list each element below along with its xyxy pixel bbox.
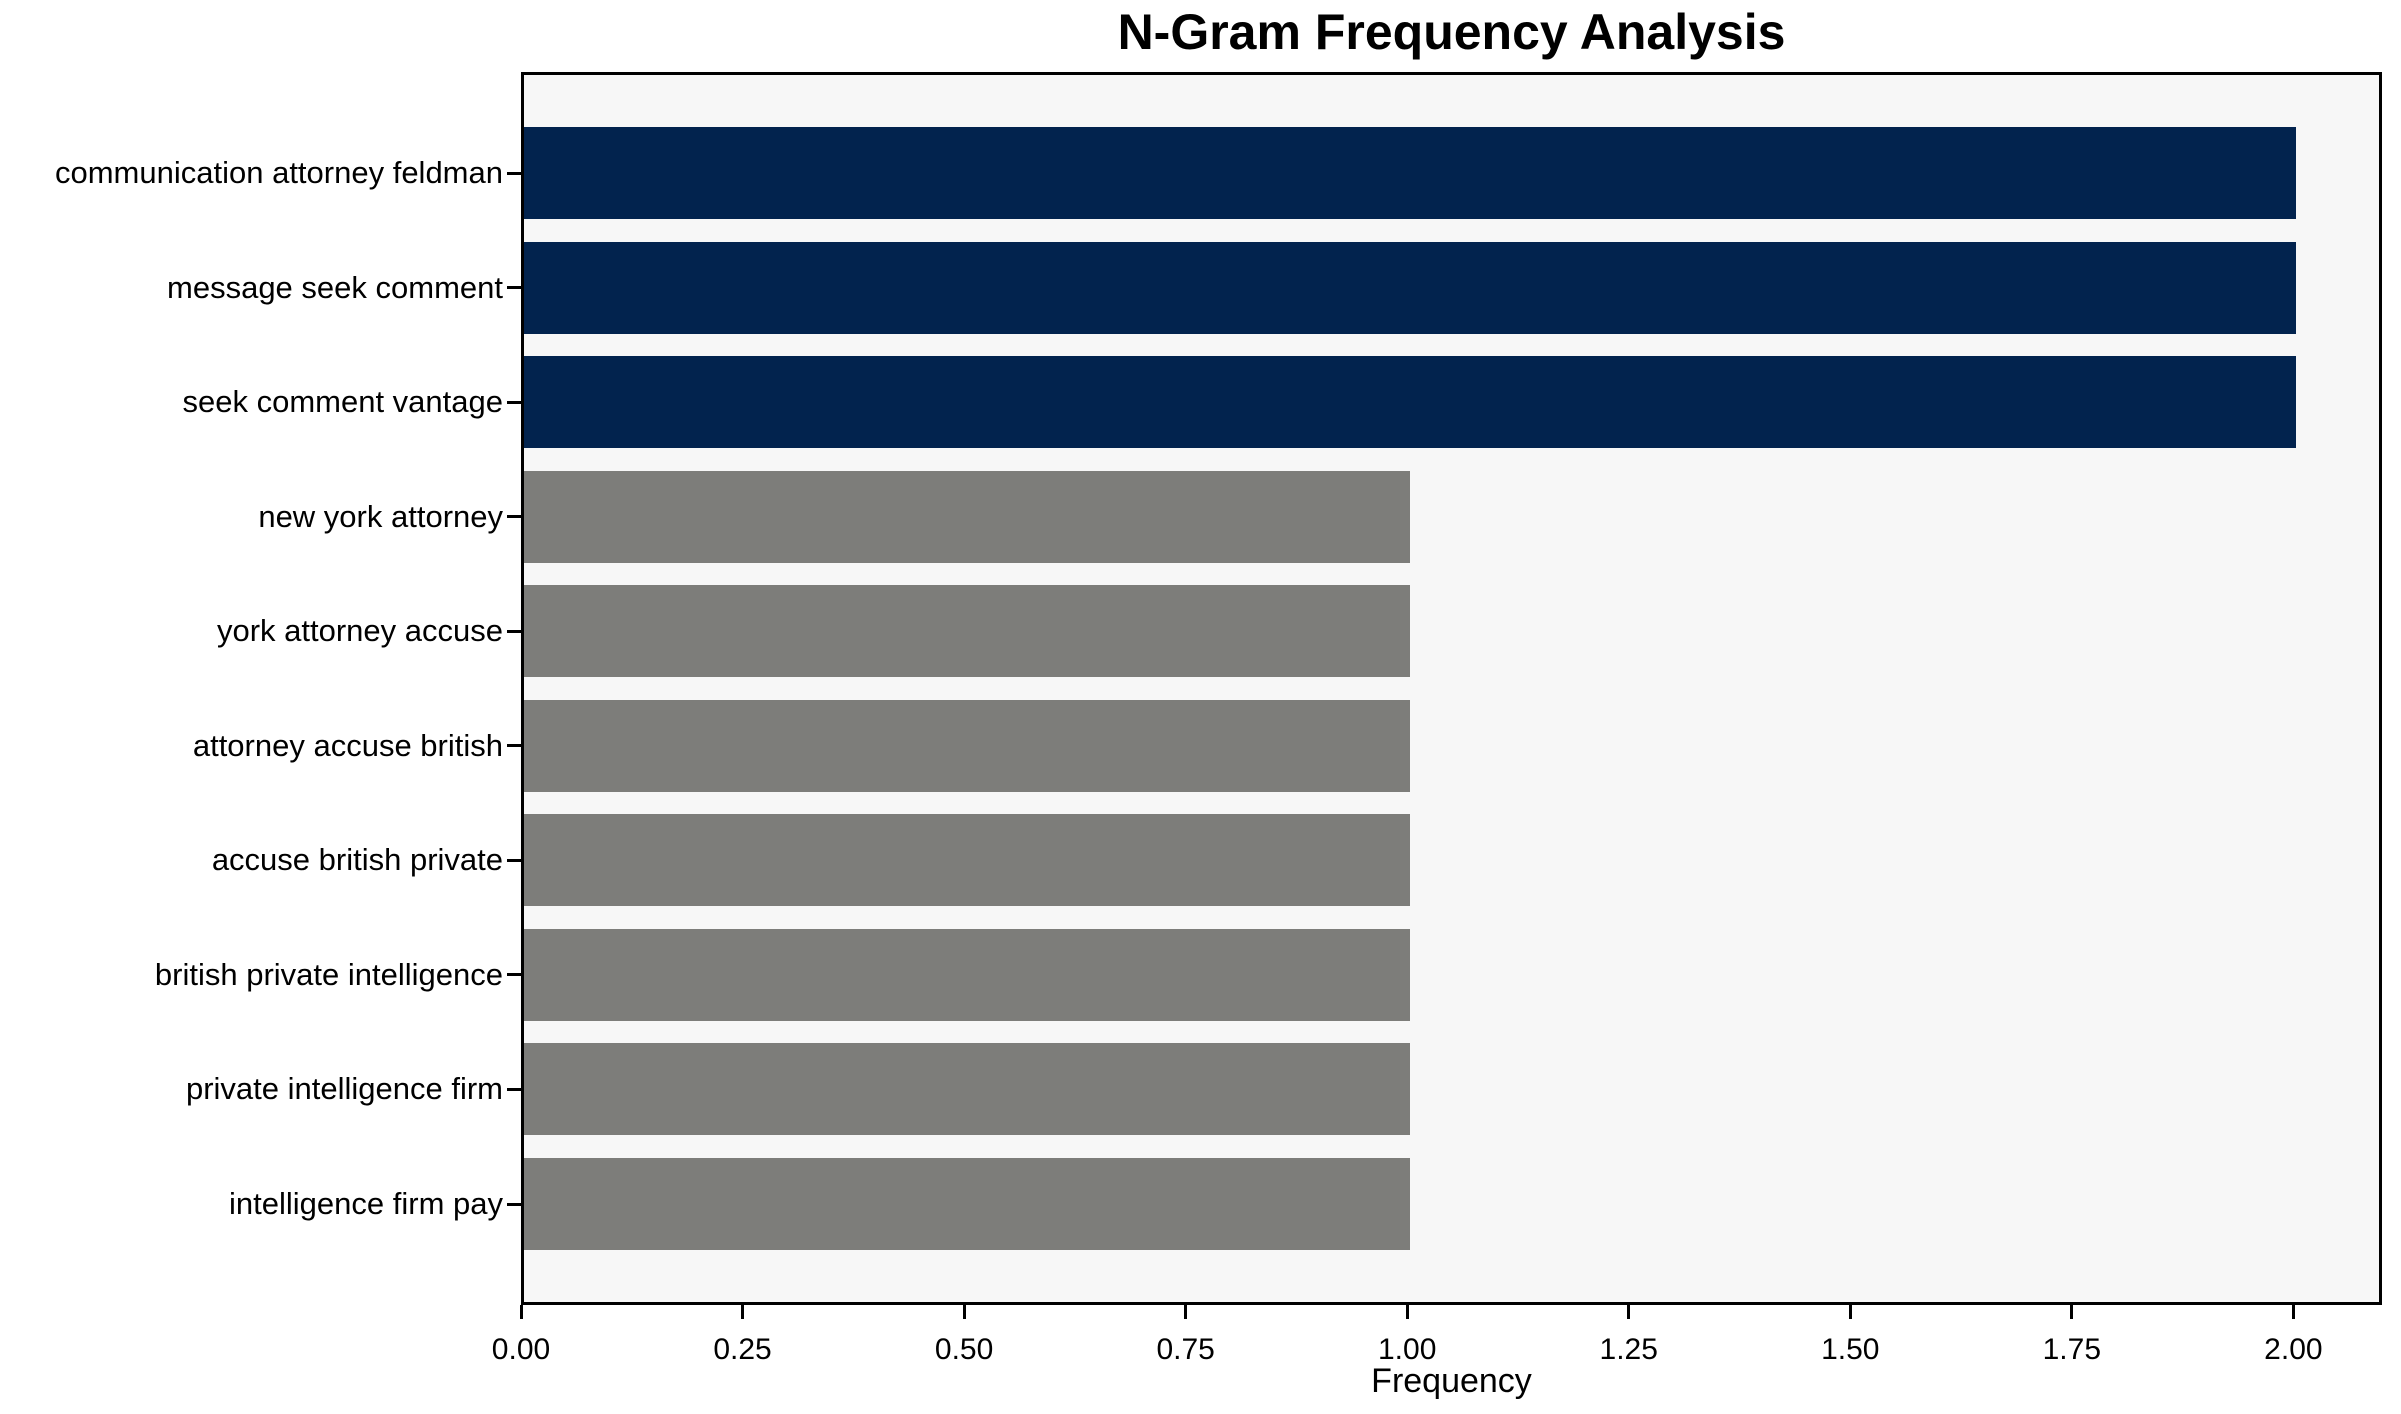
x-tick-mark [741, 1305, 745, 1319]
x-tick-mark [1848, 1305, 1852, 1319]
y-tick-mark [507, 400, 521, 404]
y-tick-mark [507, 629, 521, 633]
y-tick-label: intelligence firm pay [229, 1186, 503, 1221]
y-tick-label: accuse british private [211, 842, 503, 878]
y-tick-label: message seek comment [167, 269, 503, 305]
x-tick-label: 0.75 [1156, 1333, 1215, 1366]
bar [524, 470, 1411, 563]
x-tick-mark [1627, 1305, 1631, 1319]
y-tick-mark [507, 515, 521, 519]
y-tick-label: new york attorney [258, 498, 503, 534]
x-tick-label: 0.25 [713, 1333, 772, 1366]
bar [524, 699, 1411, 792]
plot-area [521, 72, 2382, 1305]
y-axis: communication attorney feldman message se… [0, 0, 503, 1414]
y-tick-mark [507, 973, 521, 977]
y-tick-label: private intelligence firm [185, 1071, 503, 1107]
y-tick-mark [507, 744, 521, 748]
x-tick-label: 0.50 [934, 1333, 994, 1366]
y-tick-mark [507, 1202, 521, 1206]
x-tick-label: 2.00 [2264, 1333, 2323, 1366]
y-tick-mark [507, 1087, 521, 1091]
bar [524, 356, 2297, 449]
x-tick-mark [962, 1305, 966, 1319]
bar [524, 127, 2297, 219]
y-tick-label: york attorney accuse [216, 613, 503, 649]
x-tick-mark [519, 1305, 523, 1319]
chart-title: N-Gram Frequency Analysis [1117, 4, 1786, 60]
y-tick-label: attorney accuse british [192, 727, 503, 763]
x-tick-mark [1405, 1305, 1409, 1319]
y-tick-label: british private intelligence [154, 956, 503, 992]
x-tick-mark [1184, 1305, 1188, 1319]
x-tick-label: 1.00 [1377, 1333, 1437, 1366]
y-tick-mark [507, 858, 521, 862]
bar [524, 1043, 1411, 1136]
y-tick-label: communication attorney feldman [54, 155, 503, 190]
x-tick-label: 0.00 [491, 1333, 551, 1366]
bar [524, 1158, 1411, 1250]
y-tick-label: seek comment vantage [182, 384, 503, 420]
x-tick-mark [2291, 1305, 2295, 1319]
bar [524, 241, 2297, 334]
y-tick-mark [507, 171, 521, 175]
y-tick-mark [507, 286, 521, 290]
x-tick-label: 1.50 [1821, 1333, 1880, 1366]
x-tick-label: 1.25 [1599, 1333, 1658, 1366]
x-axis-label: Frequency [1371, 1362, 1532, 1400]
x-tick-label: 1.75 [2042, 1333, 2102, 1366]
x-tick-mark [2070, 1305, 2074, 1319]
bar [524, 814, 1411, 907]
bar [524, 928, 1411, 1021]
bar [524, 585, 1411, 678]
